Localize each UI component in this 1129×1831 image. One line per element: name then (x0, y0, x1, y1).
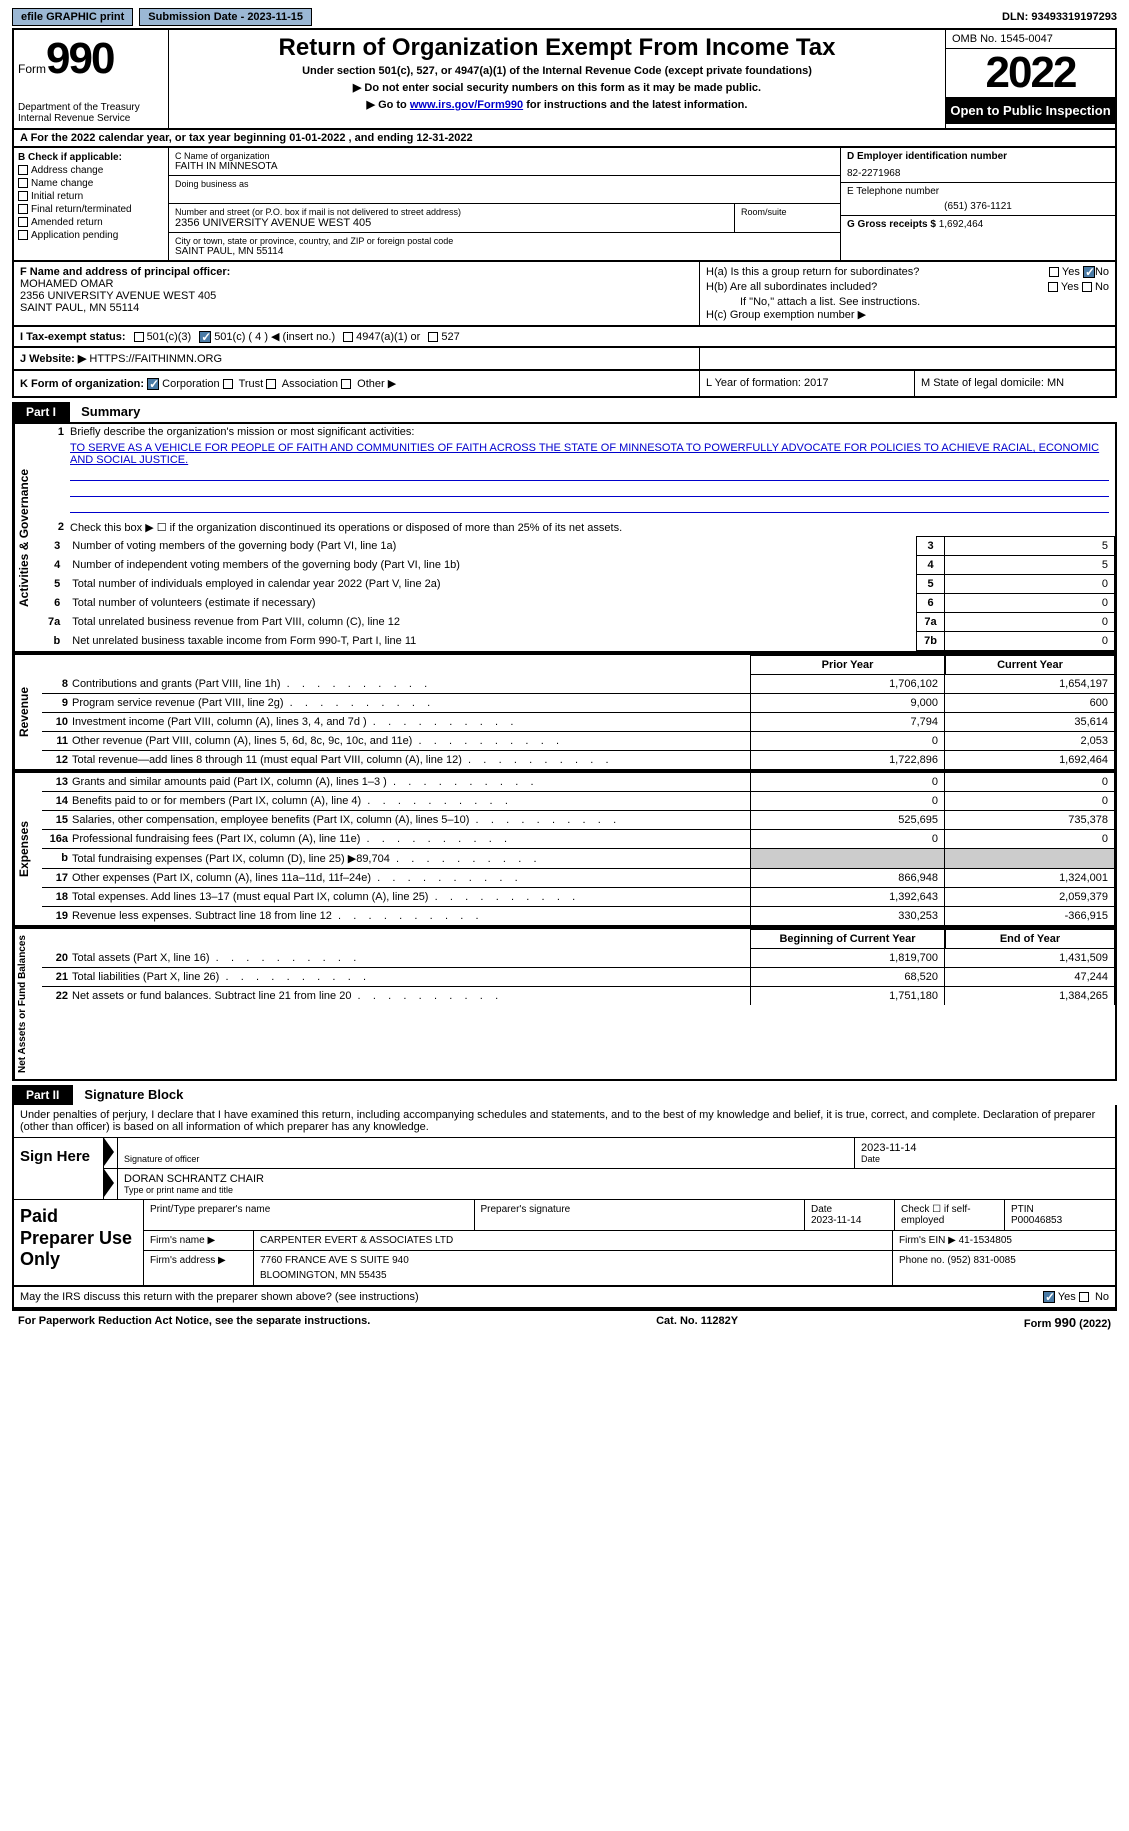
tax-year: 2022 (946, 49, 1115, 97)
website-url: HTTPS://FAITHINMN.ORG (89, 353, 222, 365)
box-d-e-g: D Employer identification number 82-2271… (840, 148, 1115, 260)
chk-final-return[interactable] (18, 204, 28, 214)
firm-phone: (952) 831-0085 (947, 1255, 1015, 1266)
org-name: FAITH IN MINNESOTA (175, 161, 834, 172)
part1-summary: Activities & Governance 1Briefly describ… (12, 422, 1117, 653)
org-street: 2356 UNIVERSITY AVENUE WEST 405 (175, 217, 728, 229)
box-f: F Name and address of principal officer:… (14, 262, 700, 325)
header-note-1: ▶ Do not enter social security numbers o… (175, 81, 939, 94)
dept-text: Department of the Treasury Internal Reve… (18, 102, 164, 124)
chk-other[interactable] (341, 379, 351, 389)
vtab-expenses: Expenses (14, 773, 42, 925)
table-row: 12Total revenue—add lines 8 through 11 (… (42, 750, 1115, 769)
dln-text: DLN: 93493319197293 (1002, 11, 1117, 23)
form-title: Return of Organization Exempt From Incom… (175, 34, 939, 62)
part2-title: Signature Block (76, 1087, 183, 1102)
org-city: SAINT PAUL, MN 55114 (175, 246, 834, 257)
table-row: 15Salaries, other compensation, employee… (42, 810, 1115, 829)
page-footer: For Paperwork Reduction Act Notice, see … (12, 1309, 1117, 1334)
form-header: Form 990 Department of the Treasury Inte… (12, 30, 1117, 130)
ein-value: 82-2271968 (847, 168, 1109, 179)
row-i-tax-status: I Tax-exempt status: 501(c)(3) 501(c) ( … (12, 327, 1117, 348)
revenue-section: Revenue Prior YearCurrent Year 8Contribu… (12, 653, 1117, 771)
signature-block: Under penalties of perjury, I declare th… (12, 1105, 1117, 1287)
table-row: 8Contributions and grants (Part VIII, li… (42, 675, 1115, 693)
omb-number: OMB No. 1545-0047 (946, 30, 1115, 49)
row-k-org-form: K Form of organization: Corporation Trus… (12, 371, 1117, 398)
paid-preparer-label: Paid Preparer Use Only (14, 1200, 144, 1285)
table-row: 9Program service revenue (Part VIII, lin… (42, 693, 1115, 712)
table-row: 21Total liabilities (Part X, line 26) 68… (42, 967, 1115, 986)
table-row: 11Other revenue (Part VIII, column (A), … (42, 731, 1115, 750)
section-b-to-g: B Check if applicable: Address change Na… (12, 148, 1117, 262)
table-row: 20Total assets (Part X, line 16) 1,819,7… (42, 949, 1115, 967)
expenses-section: Expenses 13Grants and similar amounts pa… (12, 771, 1117, 927)
vtab-revenue: Revenue (14, 655, 42, 769)
part1-title: Summary (73, 404, 140, 419)
chk-corp[interactable] (147, 378, 159, 390)
mission-link[interactable]: TO SERVE AS A VEHICLE FOR PEOPLE OF FAIT… (70, 442, 1099, 466)
chk-trust[interactable] (223, 379, 233, 389)
telephone: (651) 376-1121 (847, 201, 1109, 212)
header-note-2: ▶ Go to www.irs.gov/Form990 for instruct… (175, 98, 939, 111)
table-row: 14Benefits paid to or for members (Part … (42, 791, 1115, 810)
ptin: P00046853 (1011, 1215, 1062, 1226)
net-assets-section: Net Assets or Fund Balances Beginning of… (12, 927, 1117, 1081)
part1-header: Part I (12, 402, 70, 422)
chk-initial-return[interactable] (18, 191, 28, 201)
open-to-public: Open to Public Inspection (946, 97, 1115, 124)
box-b: B Check if applicable: Address change Na… (14, 148, 169, 260)
section-f-h: F Name and address of principal officer:… (12, 262, 1117, 327)
governance-table: 3Number of voting members of the governi… (42, 536, 1115, 651)
chk-4947[interactable] (343, 332, 353, 342)
discuss-row: May the IRS discuss this return with the… (12, 1287, 1117, 1309)
table-row: 17Other expenses (Part IX, column (A), l… (42, 868, 1115, 887)
box-c: C Name of organization FAITH IN MINNESOT… (169, 148, 840, 260)
vtab-activities: Activities & Governance (14, 424, 42, 651)
form-word: Form (18, 62, 46, 76)
chk-discuss-yes[interactable] (1043, 1291, 1055, 1303)
chk-discuss-no[interactable] (1079, 1292, 1089, 1302)
submission-date-button[interactable]: Submission Date - 2023-11-15 (139, 8, 312, 26)
sign-here-label: Sign Here (14, 1138, 104, 1199)
sig-declaration: Under penalties of perjury, I declare th… (14, 1105, 1115, 1137)
gross-receipts: 1,692,464 (939, 219, 984, 230)
chk-address-change[interactable] (18, 165, 28, 175)
efile-button[interactable]: efile GRAPHIC print (12, 8, 133, 26)
irs-link[interactable]: www.irs.gov/Form990 (410, 99, 523, 111)
part2-header: Part II (12, 1085, 73, 1105)
form-number: 990 (46, 34, 113, 84)
chk-501c[interactable] (199, 331, 211, 343)
chk-501c3[interactable] (134, 332, 144, 342)
sig-arrow-icon-2 (104, 1169, 114, 1197)
chk-ha-no[interactable] (1083, 266, 1095, 278)
chk-name-change[interactable] (18, 178, 28, 188)
table-row: 18Total expenses. Add lines 13–17 (must … (42, 887, 1115, 906)
chk-527[interactable] (428, 332, 438, 342)
row-j-website: J Website: ▶ HTTPS://FAITHINMN.ORG (12, 348, 1117, 371)
officer-name: DORAN SCHRANTZ CHAIR (124, 1173, 1109, 1185)
vtab-net-assets: Net Assets or Fund Balances (14, 929, 42, 1079)
table-row: bTotal fundraising expenses (Part IX, co… (42, 848, 1115, 868)
chk-app-pending[interactable] (18, 230, 28, 240)
top-action-bar: efile GRAPHIC print Submission Date - 20… (12, 8, 1117, 30)
state-domicile: M State of legal domicile: MN (915, 371, 1115, 396)
sig-arrow-icon (104, 1138, 114, 1166)
table-row: 19Revenue less expenses. Subtract line 1… (42, 906, 1115, 925)
year-formation: L Year of formation: 2017 (700, 371, 915, 396)
firm-name: CARPENTER EVERT & ASSOCIATES LTD (254, 1231, 893, 1250)
box-h: H(a) Is this a group return for subordin… (700, 262, 1115, 325)
table-row: 13Grants and similar amounts paid (Part … (42, 773, 1115, 791)
table-row: 16aProfessional fundraising fees (Part I… (42, 829, 1115, 848)
table-row: 22Net assets or fund balances. Subtract … (42, 986, 1115, 1005)
chk-amended[interactable] (18, 217, 28, 227)
table-row: 10Investment income (Part VIII, column (… (42, 712, 1115, 731)
chk-assoc[interactable] (266, 379, 276, 389)
form-subtitle: Under section 501(c), 527, or 4947(a)(1)… (175, 65, 939, 77)
row-a-calendar: A For the 2022 calendar year, or tax yea… (12, 130, 1117, 148)
firm-ein: 41-1534805 (959, 1235, 1012, 1246)
